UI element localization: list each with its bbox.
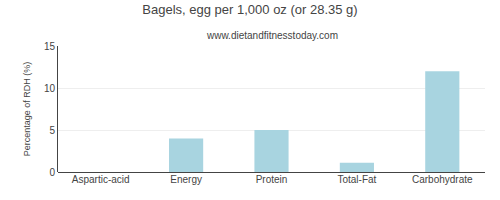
svg-text:Energy: Energy: [170, 174, 202, 185]
svg-text:Percentage of RDH (%): Percentage of RDH (%): [22, 62, 32, 157]
svg-text:Protein: Protein: [256, 174, 288, 185]
svg-text:10: 10: [44, 83, 56, 94]
svg-text:15: 15: [44, 41, 56, 52]
svg-text:Total-Fat: Total-Fat: [337, 174, 376, 185]
svg-text:Bagels, egg per 1,000 oz (or 2: Bagels, egg per 1,000 oz (or 28.35 g): [142, 2, 357, 17]
svg-text:Aspartic-acid: Aspartic-acid: [72, 174, 130, 185]
svg-text:www.dietandfitnesstoday.com: www.dietandfitnesstoday.com: [206, 30, 338, 41]
svg-text:0: 0: [49, 167, 55, 178]
svg-text:5: 5: [49, 125, 55, 136]
svg-text:Carbohydrate: Carbohydrate: [412, 174, 473, 185]
